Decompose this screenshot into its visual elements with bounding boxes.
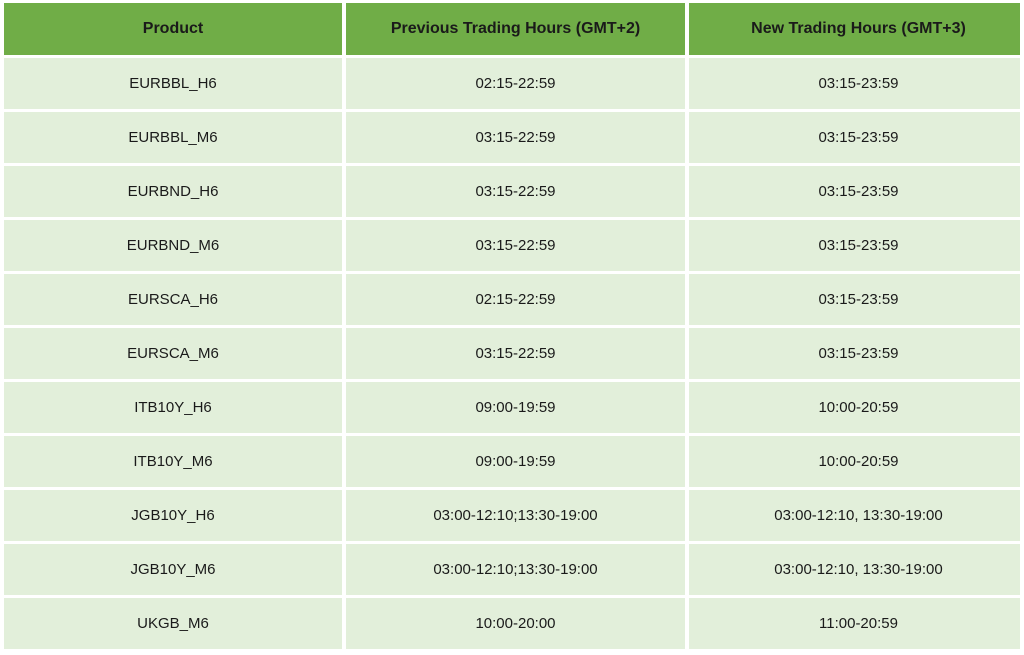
cell-product: JGB10Y_H6	[4, 490, 342, 541]
table-row: ITB10Y_H6 09:00-19:59 10:00-20:59	[4, 382, 1020, 433]
cell-product: EURBBL_H6	[4, 58, 342, 109]
cell-previous: 03:15-22:59	[346, 166, 685, 217]
cell-product: ITB10Y_M6	[4, 436, 342, 487]
cell-previous: 09:00-19:59	[346, 436, 685, 487]
cell-new: 03:15-23:59	[689, 58, 1020, 109]
cell-previous: 09:00-19:59	[346, 382, 685, 433]
table-row: EURBBL_H6 02:15-22:59 03:15-23:59	[4, 58, 1020, 109]
table-row: EURSCA_M6 03:15-22:59 03:15-23:59	[4, 328, 1020, 379]
cell-previous: 03:15-22:59	[346, 112, 685, 163]
cell-new: 11:00-20:59	[689, 598, 1020, 649]
table-body: EURBBL_H6 02:15-22:59 03:15-23:59 EURBBL_M6…	[4, 58, 1020, 649]
cell-previous: 10:00-20:00	[346, 598, 685, 649]
cell-new: 03:15-23:59	[689, 220, 1020, 271]
cell-new: 03:15-23:59	[689, 328, 1020, 379]
cell-new: 03:15-23:59	[689, 166, 1020, 217]
cell-new: 10:00-20:59	[689, 436, 1020, 487]
column-header-previous-trading-hours: Previous Trading Hours (GMT+2)	[346, 3, 685, 55]
table-header-row: Product Previous Trading Hours (GMT+2) N…	[4, 3, 1020, 55]
cell-new: 03:00-12:10, 13:30-19:00	[689, 544, 1020, 595]
table-row: EURBND_M6 03:15-22:59 03:15-23:59	[4, 220, 1020, 271]
table-row: EURBBL_M6 03:15-22:59 03:15-23:59	[4, 112, 1020, 163]
cell-previous: 03:00-12:10;13:30-19:00	[346, 490, 685, 541]
cell-product: JGB10Y_M6	[4, 544, 342, 595]
column-header-product: Product	[4, 3, 342, 55]
cell-product: EURSCA_H6	[4, 274, 342, 325]
cell-product: EURBND_M6	[4, 220, 342, 271]
cell-previous: 02:15-22:59	[346, 274, 685, 325]
table-row: ITB10Y_M6 09:00-19:59 10:00-20:59	[4, 436, 1020, 487]
cell-previous: 03:15-22:59	[346, 328, 685, 379]
cell-product: EURSCA_M6	[4, 328, 342, 379]
cell-new: 03:15-23:59	[689, 274, 1020, 325]
cell-product: EURBND_H6	[4, 166, 342, 217]
column-header-new-trading-hours: New Trading Hours (GMT+3)	[689, 3, 1020, 55]
cell-previous: 03:15-22:59	[346, 220, 685, 271]
table-row: JGB10Y_M6 03:00-12:10;13:30-19:00 03:00-12…	[4, 544, 1020, 595]
cell-product: EURBBL_M6	[4, 112, 342, 163]
cell-product: UKGB_M6	[4, 598, 342, 649]
cell-product: ITB10Y_H6	[4, 382, 342, 433]
table-row: EURBND_H6 03:15-22:59 03:15-23:59	[4, 166, 1020, 217]
cell-new: 03:15-23:59	[689, 112, 1020, 163]
table-row: UKGB_M6 10:00-20:00 11:00-20:59	[4, 598, 1020, 649]
cell-previous: 02:15-22:59	[346, 58, 685, 109]
table-row: EURSCA_H6 02:15-22:59 03:15-23:59	[4, 274, 1020, 325]
table-header: Product Previous Trading Hours (GMT+2) N…	[4, 3, 1020, 55]
cell-new: 03:00-12:10, 13:30-19:00	[689, 490, 1020, 541]
table-row: JGB10Y_H6 03:00-12:10;13:30-19:00 03:00-12…	[4, 490, 1020, 541]
cell-previous: 03:00-12:10;13:30-19:00	[346, 544, 685, 595]
cell-new: 10:00-20:59	[689, 382, 1020, 433]
